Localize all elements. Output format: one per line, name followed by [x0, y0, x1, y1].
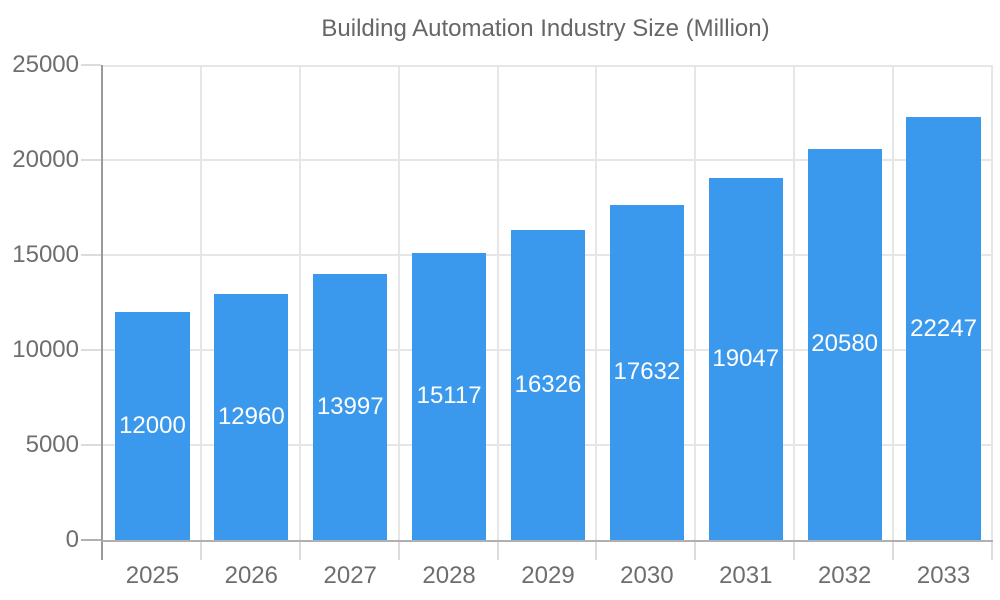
y-gridline	[103, 65, 993, 67]
bar-value-label: 16326	[514, 370, 582, 398]
x-gridline	[694, 65, 697, 540]
bar[interactable]: 16326	[510, 229, 586, 540]
bar[interactable]: 22247	[906, 117, 981, 540]
legend-swatch-icon[interactable]	[230, 17, 310, 42]
x-tick	[793, 542, 796, 560]
x-tick-label: 2027	[323, 562, 377, 589]
x-gridline	[199, 65, 202, 540]
x-tick	[397, 542, 400, 560]
x-gridline	[397, 65, 400, 540]
bar-value-label: 13997	[316, 393, 384, 421]
bar-value-label: 12000	[119, 412, 186, 439]
x-gridline	[793, 65, 796, 540]
y-tick	[81, 254, 101, 256]
x-tick	[991, 542, 993, 560]
x-gridline	[496, 65, 499, 540]
bar-value-label: 12960	[217, 402, 285, 430]
y-tick-label: 15000	[12, 241, 79, 268]
x-tick-label: 2032	[817, 562, 872, 589]
x-tick	[496, 542, 499, 560]
x-tick-label: 2029	[521, 562, 575, 589]
chart-legend[interactable]: Building Automation Industry Size (Milli…	[0, 16, 1000, 42]
x-tick	[101, 542, 103, 560]
bar[interactable]: 13997	[313, 274, 388, 540]
y-gridline	[103, 159, 993, 161]
bar-value-label: 15117	[416, 382, 482, 410]
y-tick-label: 25000	[12, 51, 79, 78]
y-tick	[81, 444, 101, 446]
x-tick	[694, 542, 697, 560]
bar-value-label: 17632	[613, 358, 681, 386]
x-tick	[298, 542, 301, 560]
bar-value-label: 19047	[712, 345, 780, 373]
x-tick-label: 2028	[422, 562, 476, 589]
y-tick	[81, 539, 101, 541]
x-tick	[595, 542, 598, 560]
y-tick-label: 10000	[12, 336, 79, 363]
x-tick-label: 2026	[224, 562, 278, 589]
x-tick-label: 2030	[620, 562, 674, 589]
x-tick	[892, 542, 895, 560]
x-gridline	[892, 65, 895, 540]
y-tick-label: 20000	[12, 146, 79, 173]
x-gridline	[595, 65, 598, 540]
bar-value-label: 22247	[910, 314, 977, 342]
y-tick-label: 0	[65, 526, 79, 553]
x-tick-label: 2033	[916, 562, 971, 589]
bar[interactable]: 15117	[412, 252, 487, 540]
y-tick	[81, 349, 101, 351]
bar-value-label: 20580	[811, 330, 879, 358]
plot-area: 0 5000 10000 15000 20000 25000 2025 12000 2026 12…	[12, 51, 993, 589]
x-tick-label: 2031	[719, 562, 773, 589]
legend-label[interactable]: Building Automation Industry Size (Milli…	[321, 15, 770, 42]
y-tick	[81, 159, 101, 161]
bar[interactable]: 20580	[807, 148, 882, 540]
bar[interactable]: 12000	[115, 312, 190, 540]
bar[interactable]: 19047	[708, 178, 783, 540]
bar[interactable]: 17632	[609, 204, 684, 540]
x-gridline	[991, 65, 993, 540]
x-tick	[199, 542, 202, 560]
x-tick-label: 2025	[125, 562, 180, 589]
x-gridline	[298, 65, 301, 540]
y-tick	[81, 64, 101, 66]
bar[interactable]: 12960	[214, 293, 289, 540]
y-tick-label: 5000	[25, 431, 79, 458]
